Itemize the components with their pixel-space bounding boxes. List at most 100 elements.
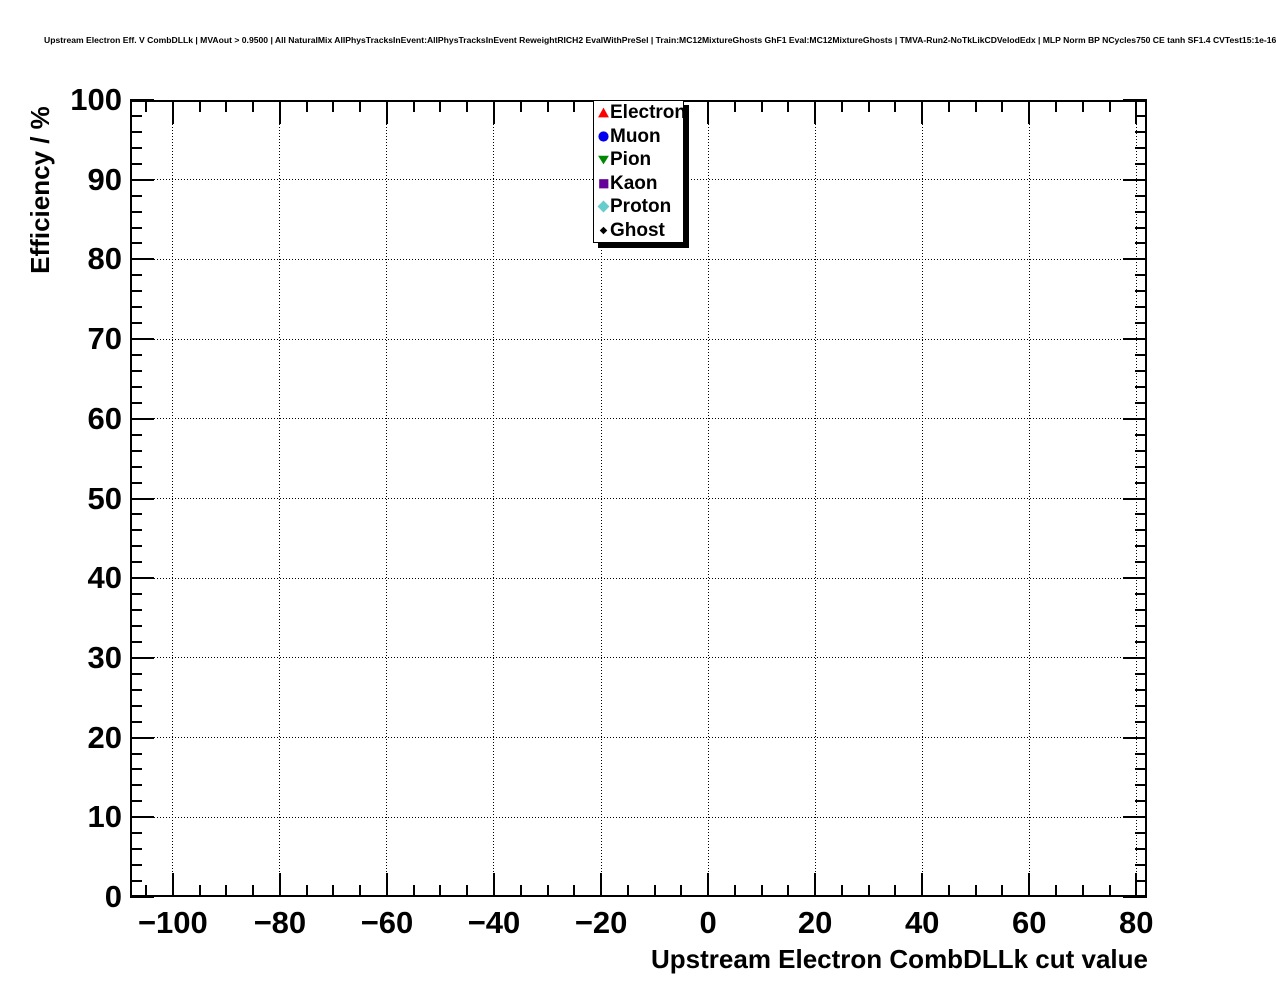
y-gridline — [130, 418, 1147, 420]
y-minor-tick — [130, 529, 142, 532]
x-minor-tick-mirror — [760, 100, 763, 112]
y-minor-tick-mirror — [1135, 529, 1147, 532]
y-minor-tick — [130, 832, 142, 835]
y-minor-tick-mirror — [1135, 226, 1147, 229]
x-major-tick-mirror — [278, 100, 281, 124]
y-minor-tick-mirror — [1135, 800, 1147, 803]
legend-item-electron: Electron — [594, 101, 686, 125]
y-minor-tick-mirror — [1135, 242, 1147, 245]
y-minor-tick-mirror — [1135, 784, 1147, 787]
y-minor-tick — [130, 609, 142, 612]
y-minor-tick — [130, 800, 142, 803]
y-minor-tick — [130, 433, 142, 436]
pion-triangle-down-icon — [596, 153, 610, 166]
y-minor-tick-mirror — [1135, 465, 1147, 468]
y-tick-label: 80 — [87, 241, 122, 277]
x-major-tick-mirror — [171, 100, 174, 124]
x-axis-title: Upstream Electron CombDLLk cut value — [651, 944, 1148, 974]
y-minor-tick — [130, 465, 142, 468]
x-minor-tick-mirror — [840, 100, 843, 112]
y-minor-tick-mirror — [1135, 513, 1147, 516]
y-major-tick-mirror — [1123, 338, 1147, 341]
legend-label: Proton — [610, 196, 672, 218]
x-major-tick — [385, 873, 388, 897]
y-major-tick — [130, 656, 154, 659]
x-major-tick — [171, 873, 174, 897]
x-minor-tick — [760, 885, 763, 897]
x-minor-tick-mirror — [947, 100, 950, 112]
x-minor-tick — [1001, 885, 1004, 897]
y-tick-label: 100 — [70, 82, 122, 117]
x-minor-tick — [974, 885, 977, 897]
electron-triangle-up-icon — [596, 106, 610, 119]
x-major-tick-mirror — [492, 100, 495, 124]
x-tick-label: 60 — [1011, 905, 1047, 940]
y-minor-tick — [130, 640, 142, 643]
legend-label: Kaon — [610, 172, 658, 194]
y-minor-tick — [130, 481, 142, 484]
y-minor-tick — [130, 290, 142, 293]
y-major-tick — [130, 896, 154, 898]
legend-item-muon: Muon — [594, 125, 683, 149]
x-minor-tick — [1055, 885, 1057, 897]
y-minor-tick-mirror — [1135, 752, 1147, 755]
y-minor-tick-mirror — [1135, 290, 1147, 293]
x-major-tick-mirror — [707, 100, 710, 124]
y-minor-tick-mirror — [1135, 688, 1147, 691]
x-minor-tick — [359, 885, 362, 897]
x-minor-tick-mirror — [412, 100, 415, 112]
y-minor-tick — [130, 354, 142, 357]
y-major-tick-mirror — [1123, 99, 1147, 101]
y-minor-tick-mirror — [1135, 672, 1147, 675]
x-minor-tick — [439, 885, 442, 897]
kaon-square-icon — [596, 177, 610, 190]
y-gridline — [130, 737, 1147, 739]
x-minor-tick — [305, 885, 308, 897]
y-minor-tick — [130, 385, 142, 388]
y-tick-label: 40 — [87, 560, 122, 596]
y-major-tick-mirror — [1123, 258, 1147, 261]
x-minor-tick — [252, 885, 255, 897]
y-gridline — [130, 338, 1147, 340]
y-major-tick-mirror — [1123, 178, 1147, 181]
x-tick-label: 80 — [1119, 905, 1154, 940]
y-tick-label: 90 — [87, 161, 122, 197]
y-minor-tick-mirror — [1135, 768, 1147, 771]
y-minor-tick — [130, 545, 142, 548]
x-minor-tick-mirror — [1108, 100, 1111, 112]
x-tick-label: 20 — [797, 905, 833, 940]
x-minor-tick — [840, 885, 843, 897]
y-tick-label: 0 — [104, 879, 122, 914]
y-minor-tick — [130, 226, 142, 229]
y-gridline — [130, 816, 1147, 818]
y-gridline — [130, 577, 1147, 579]
x-tick-label: −40 — [467, 905, 521, 940]
y-minor-tick — [130, 194, 142, 197]
y-minor-tick — [130, 848, 142, 851]
y-minor-tick — [130, 401, 142, 404]
x-minor-tick — [653, 885, 656, 897]
x-minor-tick-mirror — [867, 100, 870, 112]
x-major-tick — [707, 873, 710, 897]
y-minor-tick — [130, 369, 142, 372]
y-minor-tick — [130, 880, 142, 883]
ghost-diamond-icon — [596, 224, 610, 237]
y-minor-tick-mirror — [1135, 322, 1147, 325]
y-minor-tick-mirror — [1135, 640, 1147, 643]
y-gridline — [130, 258, 1147, 260]
x-minor-tick — [573, 885, 576, 897]
y-major-tick-mirror — [1123, 417, 1147, 420]
x-minor-tick — [332, 885, 335, 897]
y-minor-tick — [130, 864, 142, 867]
x-minor-tick-mirror — [1081, 100, 1084, 112]
legend-label: Muon — [610, 125, 661, 147]
x-minor-tick — [546, 885, 549, 897]
x-minor-tick — [412, 885, 415, 897]
y-minor-tick-mirror — [1135, 481, 1147, 484]
y-minor-tick-mirror — [1135, 593, 1147, 596]
y-minor-tick — [130, 704, 142, 707]
legend-item-ghost: Ghost — [594, 219, 683, 243]
y-major-tick — [130, 577, 154, 580]
proton-diamond-icon — [596, 200, 610, 213]
x-minor-tick-mirror — [573, 100, 576, 112]
